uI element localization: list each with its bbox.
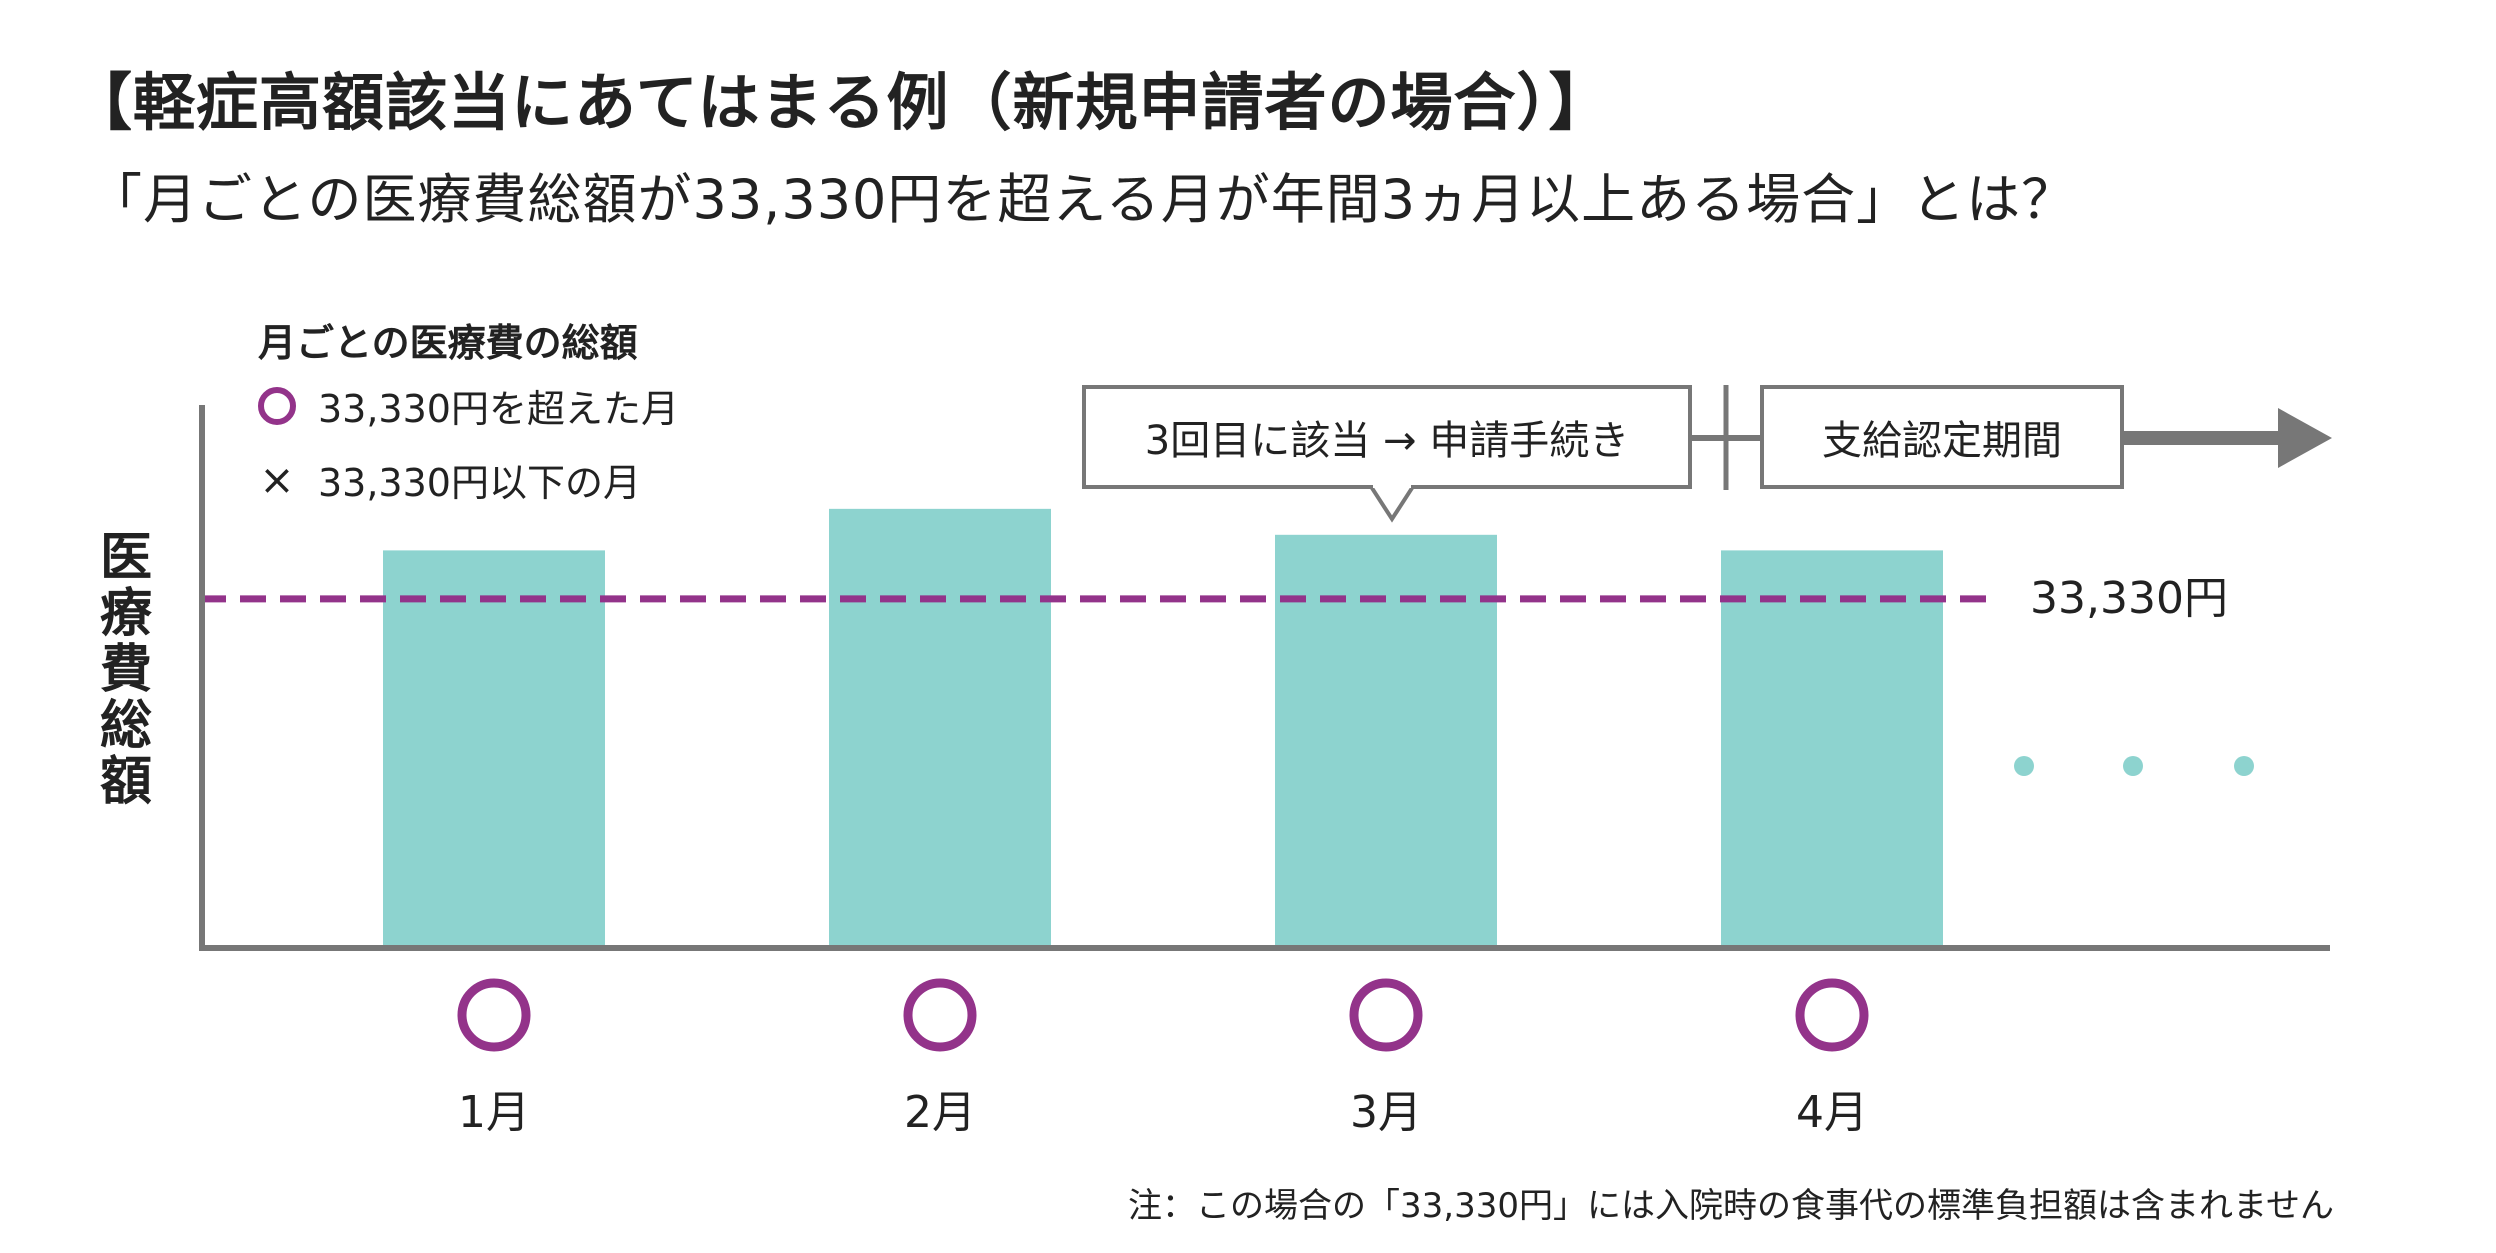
callout-tail — [1370, 485, 1414, 523]
over-marker-1 — [457, 978, 531, 1052]
cross-icon: × — [259, 454, 295, 504]
over-marker-3 — [1349, 978, 1423, 1052]
threshold-label: 33,330円 — [2030, 572, 2228, 624]
period-connector — [1692, 385, 2332, 490]
legend-over-label: 33,330円を超えた月 — [318, 387, 679, 431]
continuation-dot-1 — [2014, 756, 2034, 776]
legend-item-under: × 33,330円以下の月 — [258, 452, 641, 507]
page-title: 【軽症高額該当にあてはまる例（新規申請者の場合）】 — [70, 66, 1612, 139]
callout-box: 3回目に該当 → 申請手続き — [1082, 385, 1692, 489]
bar-4 — [1721, 550, 1943, 945]
page-subtitle: 「月ごとの医療費総額が33,330円を超える月が年間3ヵ月以上ある場合」とは？ — [88, 168, 2077, 231]
circle-icon — [258, 386, 296, 425]
over-marker-4 — [1795, 978, 1869, 1052]
bar-2 — [829, 508, 1051, 945]
period-arrow-head — [2278, 408, 2332, 468]
markers-group — [457, 978, 1869, 1052]
bar-3 — [1275, 534, 1497, 945]
over-marker-2 — [903, 978, 977, 1052]
legend-item-over: 33,330円を超えた月 — [258, 378, 679, 433]
month-label-1: 1月 — [458, 1087, 530, 1138]
legend-under-label: 33,330円以下の月 — [318, 461, 641, 505]
month-label-4: 4月 — [1796, 1087, 1868, 1138]
month-label-3: 3月 — [1350, 1087, 1422, 1138]
bar-1 — [383, 550, 605, 945]
continuation-dot-3 — [2234, 756, 2254, 776]
y-axis-label: 医療費総額 — [99, 528, 152, 812]
month-label-2: 2月 — [904, 1087, 976, 1138]
continuation-dots — [2014, 756, 2254, 776]
continuation-dot-2 — [2123, 756, 2143, 776]
footnote: 注：この場合の「33,330円」には入院時の食事代の標準負担額は含まれません — [1128, 1186, 2334, 1226]
period-box: 支給認定期間 — [1760, 385, 2124, 489]
legend-title: 月ごとの医療費の総額 — [258, 321, 638, 365]
bars-group — [383, 508, 1943, 945]
